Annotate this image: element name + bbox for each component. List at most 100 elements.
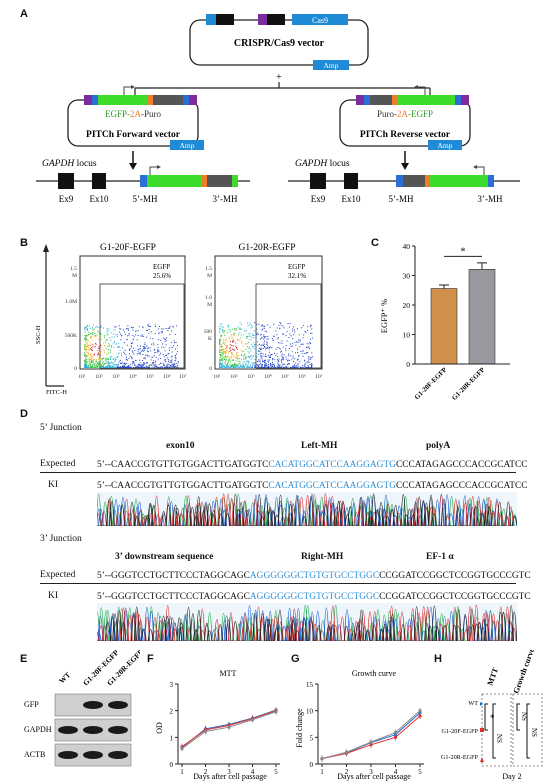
svg-text:M: M	[207, 273, 212, 279]
panel-label-c: C	[371, 237, 379, 249]
plot2-title: G1-20R-EGFP	[238, 243, 295, 253]
ytick-label: 1	[170, 734, 174, 742]
crispr-vector-label: CRISPR/Cas9 vector	[234, 38, 325, 49]
svg-text:10³: 10³	[112, 374, 120, 380]
series-line	[321, 715, 421, 760]
svg-text:K: K	[208, 336, 212, 342]
flow-dot-cloud	[219, 322, 313, 368]
panel-d-sequences: 5’ Junction exon10 Left-MH polyA Expecte…	[0, 408, 550, 650]
cas9-label: Cas9	[312, 16, 328, 25]
ytick-label: 3	[170, 681, 174, 689]
xtick-label: 2	[204, 768, 208, 776]
downstream-header: 3’ downstream sequence	[115, 552, 214, 562]
g-xlabel: Days after cell passage	[337, 772, 411, 781]
c-category-label: G1-20R-EGFP	[451, 366, 486, 401]
xtick-label: 3	[227, 768, 231, 776]
f-xlabel: Days after cell passage	[193, 772, 267, 781]
svg-text:Ex10: Ex10	[90, 194, 109, 204]
xtick-label: 5	[418, 768, 422, 776]
c-bar	[430, 288, 458, 365]
rev-vector-label: PITCh Reverse vector	[360, 130, 451, 140]
cas9-segment	[292, 14, 348, 25]
panel-b-flow: SSC-H FITC-H G1-20F-EGFP EGFP 25.6% 1.5 …	[35, 243, 323, 396]
svg-text:G1-20F-EGFP: G1-20F-EGFP	[442, 728, 479, 735]
c-ytick-label: 10	[403, 331, 411, 340]
chromatogram-3-junction	[97, 603, 517, 641]
panel-label-h: H	[434, 653, 442, 665]
svg-text:NS: NS	[495, 734, 503, 743]
svg-text:WT: WT	[468, 700, 478, 707]
svg-text:32.1%: 32.1%	[288, 272, 306, 280]
data-point	[393, 735, 398, 739]
svg-text:GAPDH locus: GAPDH locus	[42, 159, 97, 169]
svg-text:FITC-H: FITC-H	[46, 389, 67, 396]
svg-text:ACTB: ACTB	[24, 750, 45, 759]
chromatogram-5-junction	[97, 492, 517, 526]
svg-text:5’-MH: 5’-MH	[133, 194, 158, 204]
panel-c-bar-chart: EGFP⁺ % 0 10 20 30 40 * G1-20F-EGFP G1-20R-EG…	[379, 242, 510, 402]
panel-label-f: F	[147, 653, 154, 665]
exon10-header: exon10	[166, 441, 195, 451]
xtick-label: 1	[320, 768, 324, 776]
svg-text:MTT: MTT	[485, 666, 500, 687]
svg-text:10⁶: 10⁶	[298, 374, 306, 380]
panel-e-western-blot: WT G1-20F-EGFP G1-20R-EGFP GFP GAPDH ACT…	[24, 650, 140, 767]
panel-label-d: D	[20, 408, 28, 420]
xtick-label: 1	[180, 768, 184, 776]
data-point	[418, 709, 422, 713]
svg-text:Ex9: Ex9	[311, 194, 326, 204]
ytick-label: 0	[310, 761, 314, 769]
svg-text:10¹: 10¹	[213, 374, 221, 380]
data-point	[250, 718, 255, 722]
svg-text:EGFP: EGFP	[288, 263, 305, 271]
xtick-label: 4	[394, 768, 398, 776]
svg-text:5’-MH: 5’-MH	[389, 194, 414, 204]
trace-line	[97, 604, 517, 641]
svg-text:Growth curve: Growth curve	[511, 650, 536, 695]
data-point	[227, 725, 231, 729]
svg-text:500: 500	[204, 329, 213, 335]
rightmh-header: Right-MH	[301, 552, 344, 562]
j5-expected-seq: 5’--CAACCGTGTTGTGGACTTGATGGTCCACATGGCATC…	[97, 460, 528, 470]
ytick-label: 5	[310, 734, 314, 742]
trace-line	[97, 493, 517, 526]
c-category-label: G1-20F-EGFP	[414, 366, 449, 401]
ytick-label: 10	[306, 708, 314, 716]
svg-text:10⁶: 10⁶	[163, 374, 171, 380]
svg-text:NS: NS	[520, 712, 528, 721]
svg-text:Amp: Amp	[438, 141, 453, 150]
series-line	[321, 712, 421, 760]
pitch-reverse-vector: Puro-2A-EGFP PITCh Reverse vector Amp	[339, 85, 471, 150]
data-point	[344, 750, 349, 754]
data-point	[274, 710, 278, 714]
polya-header: polyA	[426, 441, 451, 451]
svg-text:10⁵: 10⁵	[146, 374, 154, 380]
svg-text:M: M	[72, 273, 77, 279]
svg-text:GAPDH: GAPDH	[24, 725, 52, 734]
svg-text:SSC-H: SSC-H	[35, 325, 42, 344]
gapdh-locus-forward: GAPDH locus Ex9 Ex10 5’-MH 3’-MH	[36, 159, 250, 204]
svg-text:10⁴: 10⁴	[264, 374, 272, 380]
svg-text:500K: 500K	[65, 333, 77, 339]
svg-text:10⁵: 10⁵	[281, 374, 289, 380]
svg-text:WT: WT	[57, 670, 72, 685]
svg-text:Ex9: Ex9	[59, 194, 74, 204]
gapdh-locus-reverse: GAPDH locus Ex9 Ex10 5’-MH 3’-MH	[288, 159, 520, 204]
svg-text:3’-MH: 3’-MH	[213, 194, 238, 204]
ytick-label: 0	[170, 761, 174, 769]
crispr-vector: Cas9 CRISPR/Cas9 vector Amp	[189, 14, 369, 70]
svg-text:10³: 10³	[247, 374, 255, 380]
data-point	[180, 746, 184, 751]
svg-text:10²: 10²	[230, 374, 238, 380]
panel-label-b: B	[20, 237, 28, 249]
svg-text:10⁷: 10⁷	[315, 374, 323, 380]
f-ylabel: OD	[155, 722, 164, 734]
svg-text:1.0: 1.0	[205, 295, 212, 301]
data-point	[203, 729, 208, 734]
svg-text:EGFP: EGFP	[153, 263, 170, 271]
g-title: Growth curve	[352, 669, 397, 678]
svg-text:1.5: 1.5	[70, 266, 77, 272]
panel-label-e: E	[20, 653, 28, 665]
svg-text:NS: NS	[530, 728, 538, 737]
